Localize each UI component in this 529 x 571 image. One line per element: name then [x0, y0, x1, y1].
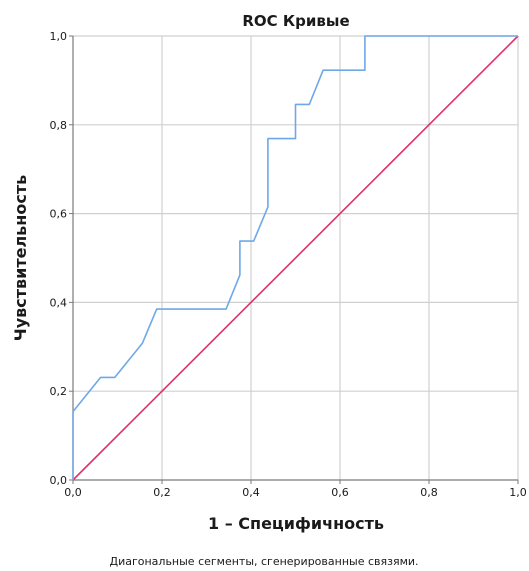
x-tick-label: 0,2 [153, 486, 171, 499]
x-tick-label: 0,4 [242, 486, 260, 499]
y-axis-title: Чувствительность [11, 175, 30, 341]
tick-layer: 0,00,0 0,2 0,2 0,4 0,4 0,6 0,6 0,8 0,8 1,0 1,0 [50, 30, 527, 499]
x-tick-label: 0,8 [420, 486, 438, 499]
chart-title: ROC Кривые [242, 12, 349, 30]
reference-line [72, 35, 519, 481]
y-tick-label: 0,6 [50, 208, 68, 221]
axis-layer [69, 35, 519, 484]
series-layer [72, 35, 519, 481]
x-axis-title: 1 – Специфичность [208, 514, 384, 533]
x-tick-label: 0,6 [331, 486, 349, 499]
y-tick-label: 1,0 [50, 30, 68, 43]
x-tick-label: 1,0 [509, 486, 527, 499]
y-tick-label: 0,8 [50, 119, 68, 132]
y-tick-label: 0,0 [50, 474, 68, 487]
roc-curve-line [72, 35, 518, 480]
y-tick-label: 0,4 [50, 296, 68, 309]
x-tick-label: 0,0 [64, 486, 82, 499]
footnote: Диагональные сегменты, сгенерированные с… [109, 555, 418, 568]
y-tick-label: 0,2 [50, 385, 68, 398]
